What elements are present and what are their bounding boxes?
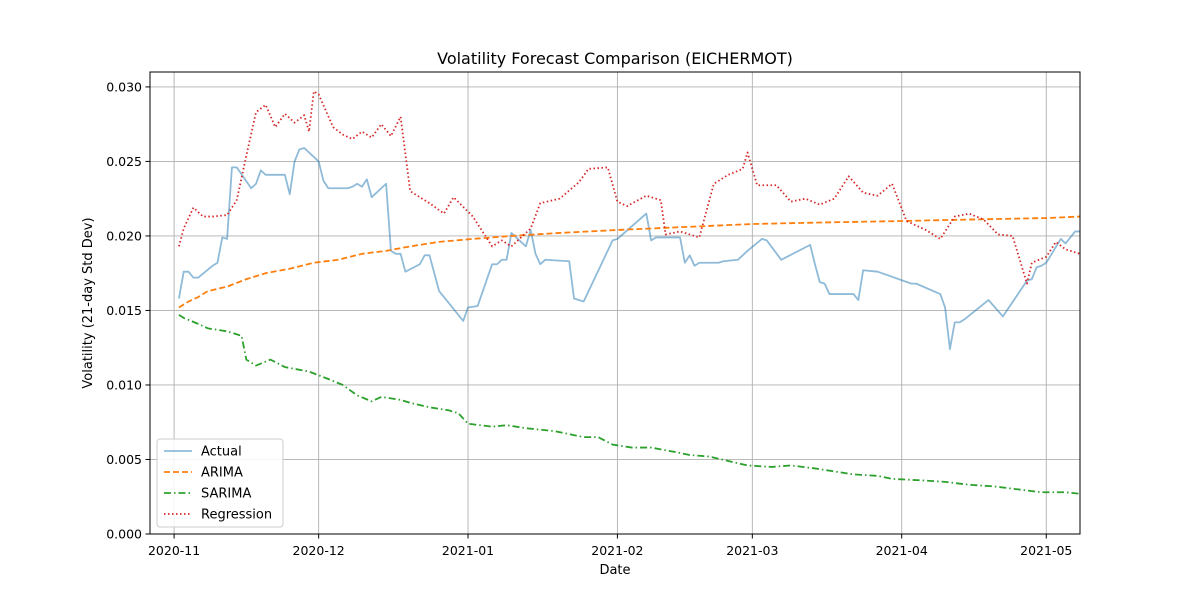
series-layer [178,90,1081,495]
legend-box [156,438,284,528]
x-tick-label: 2020-12 [293,543,345,558]
legend-label-sarima: SARIMA [201,487,251,502]
legend-label-arima: ARIMA [201,466,243,481]
chart-title: Volatility Forecast Comparison (EICHERMO… [437,49,793,68]
series-line-arima [178,215,1081,309]
x-tick-label: 2021-03 [726,543,778,558]
series-line-actual [178,147,1080,351]
x-tick-label: 2021-01 [442,543,494,558]
x-axis-label: Date [599,563,630,578]
y-tick-label: 0.015 [106,303,142,318]
ticks-layer: 2020-11 2020-12 2021-01 2021-02 2021-03 2021-… [106,79,1072,558]
y-tick-label: 0.005 [106,452,142,467]
series-line-sarima [178,314,1081,495]
plot-area-frame [149,71,1081,535]
y-tick-label: 0.025 [106,154,142,169]
y-tick-label: 0.000 [106,527,142,542]
x-tick-label: 2020-11 [148,543,200,558]
legend: Actual ARIMA SARIMA Regression [156,438,284,528]
y-tick-label: 0.020 [106,228,142,243]
y-tick-label: 0.010 [106,377,142,392]
x-tick-label: 2021-04 [876,543,928,558]
series-line-regression [178,90,1081,285]
y-tick-label: 0.030 [106,79,142,94]
x-tick-label: 2021-02 [591,543,643,558]
legend-label-regression: Regression [201,508,272,523]
y-axis-label: Volatility (21-day Std Dev) [81,217,96,388]
x-tick-label: 2021-05 [1020,543,1072,558]
legend-label-actual: Actual [201,445,242,460]
